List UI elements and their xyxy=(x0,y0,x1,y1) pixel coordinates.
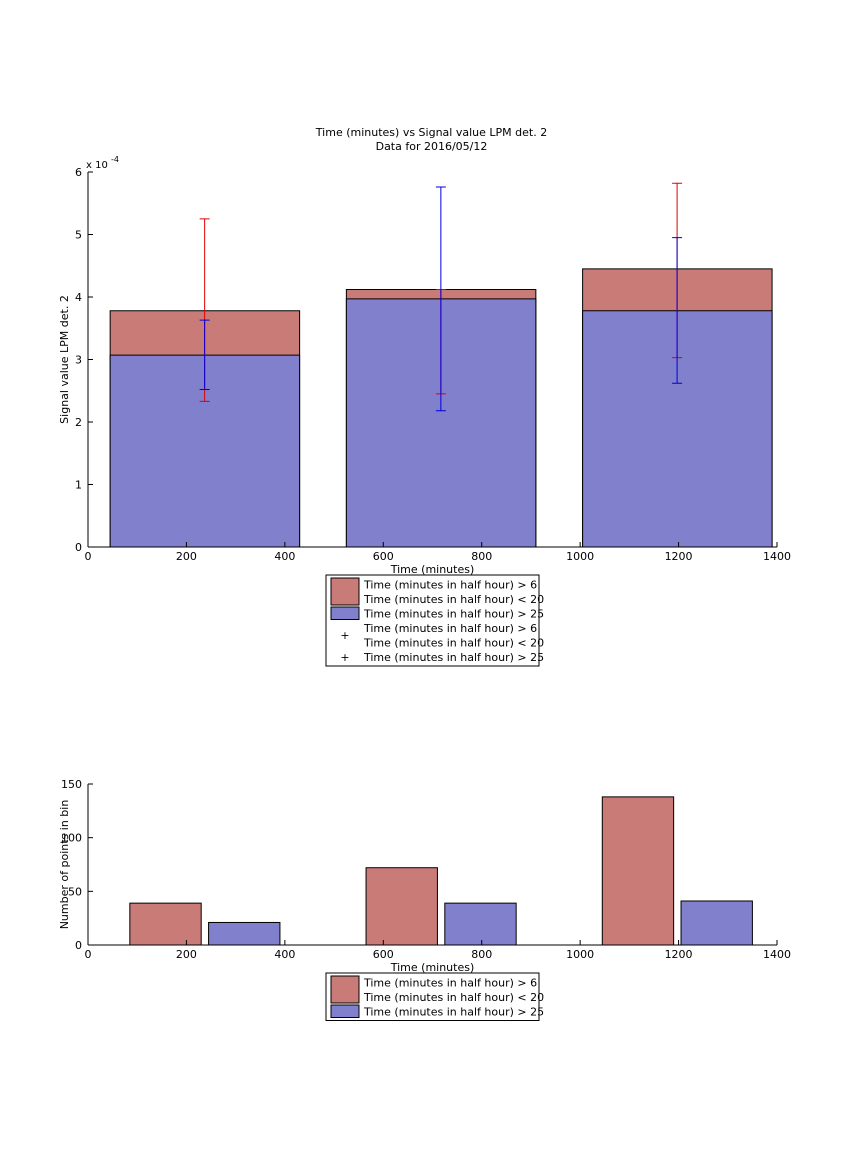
y-tick-label: 0 xyxy=(75,939,82,952)
y-tick-label: 0 xyxy=(75,541,82,554)
x-tick-label: 1000 xyxy=(566,550,594,563)
y-exponent-label: x 10 xyxy=(86,160,108,171)
y-tick-label: 1 xyxy=(75,479,82,492)
y-tick-label: 50 xyxy=(68,885,82,898)
chart-subtitle: Data for 2016/05/12 xyxy=(376,140,488,153)
y-axis-label: Number of points in bin xyxy=(58,800,71,930)
x-tick-label: 0 xyxy=(85,550,92,563)
bar xyxy=(680,900,753,946)
y-tick-label: 3 xyxy=(75,354,82,367)
chart-signal-value: 0 200 400 600 800 1000 1200 1400 0 1 2 3 4 5 6 Time (mi… xyxy=(58,126,791,667)
bar xyxy=(129,902,202,946)
x-tick-label: 600 xyxy=(373,550,394,563)
legend-label: Time (minutes in half hour) > 6 xyxy=(363,977,537,990)
legend-label: Time (minutes in half hour) > 25 xyxy=(363,608,544,621)
y-tick-label: 100 xyxy=(61,832,82,845)
x-tick-label: 1400 xyxy=(763,948,791,961)
x-axis-label: Time (minutes) xyxy=(390,563,475,576)
legend-label: Time (minutes in half hour) > 6 xyxy=(363,622,537,635)
x-tick-label: 400 xyxy=(274,948,295,961)
x-tick-label: 0 xyxy=(85,948,92,961)
chart-title: Time (minutes) vs Signal value LPM det. … xyxy=(315,126,547,139)
y-tick-label: 6 xyxy=(75,166,82,179)
legend-label: Time (minutes in half hour) < 20 xyxy=(363,593,544,606)
x-tick-label: 200 xyxy=(176,550,197,563)
y-tick-label: 4 xyxy=(75,291,82,304)
chart-point-count: 0 200 400 600 800 1000 1200 1400 0 50 100 150 Time (… xyxy=(58,778,791,1021)
legend-swatch xyxy=(330,577,360,606)
legend-label: Time (minutes in half hour) > 25 xyxy=(363,1006,544,1019)
legend-label: Time (minutes in half hour) < 20 xyxy=(363,637,544,650)
legend-swatch xyxy=(330,975,360,1004)
x-tick-label: 1400 xyxy=(763,550,791,563)
bar xyxy=(208,921,281,946)
legend-label: Time (minutes in half hour) > 6 xyxy=(363,579,537,592)
y-axis-label: Signal value LPM det. 2 xyxy=(58,295,71,424)
bar xyxy=(601,796,675,946)
legend-marker: + xyxy=(340,651,349,664)
y-exponent: -4 xyxy=(111,155,119,164)
y-tick-label: 5 xyxy=(75,229,82,242)
x-tick-label: 1000 xyxy=(566,948,594,961)
legend-swatch xyxy=(330,606,360,620)
bar xyxy=(444,902,517,946)
legend-marker: + xyxy=(340,629,349,642)
bar xyxy=(365,867,438,946)
x-axis-label: Time (minutes) xyxy=(390,961,475,974)
x-tick-label: 1200 xyxy=(665,550,693,563)
bars xyxy=(129,796,753,946)
legend-label: Time (minutes in half hour) < 20 xyxy=(363,991,544,1004)
legend-box xyxy=(325,574,540,667)
y-tick-label: 2 xyxy=(75,416,82,429)
x-tick-label: 800 xyxy=(471,550,492,563)
legend-swatch xyxy=(330,1004,360,1018)
x-tick-label: 600 xyxy=(373,948,394,961)
x-tick-label: 800 xyxy=(471,948,492,961)
x-tick-label: 400 xyxy=(274,550,295,563)
x-tick-label: 200 xyxy=(176,948,197,961)
x-tick-label: 1200 xyxy=(665,948,693,961)
y-tick-label: 150 xyxy=(61,778,82,791)
legend-label: Time (minutes in half hour) > 25 xyxy=(363,651,544,664)
legend-box xyxy=(325,972,540,1021)
